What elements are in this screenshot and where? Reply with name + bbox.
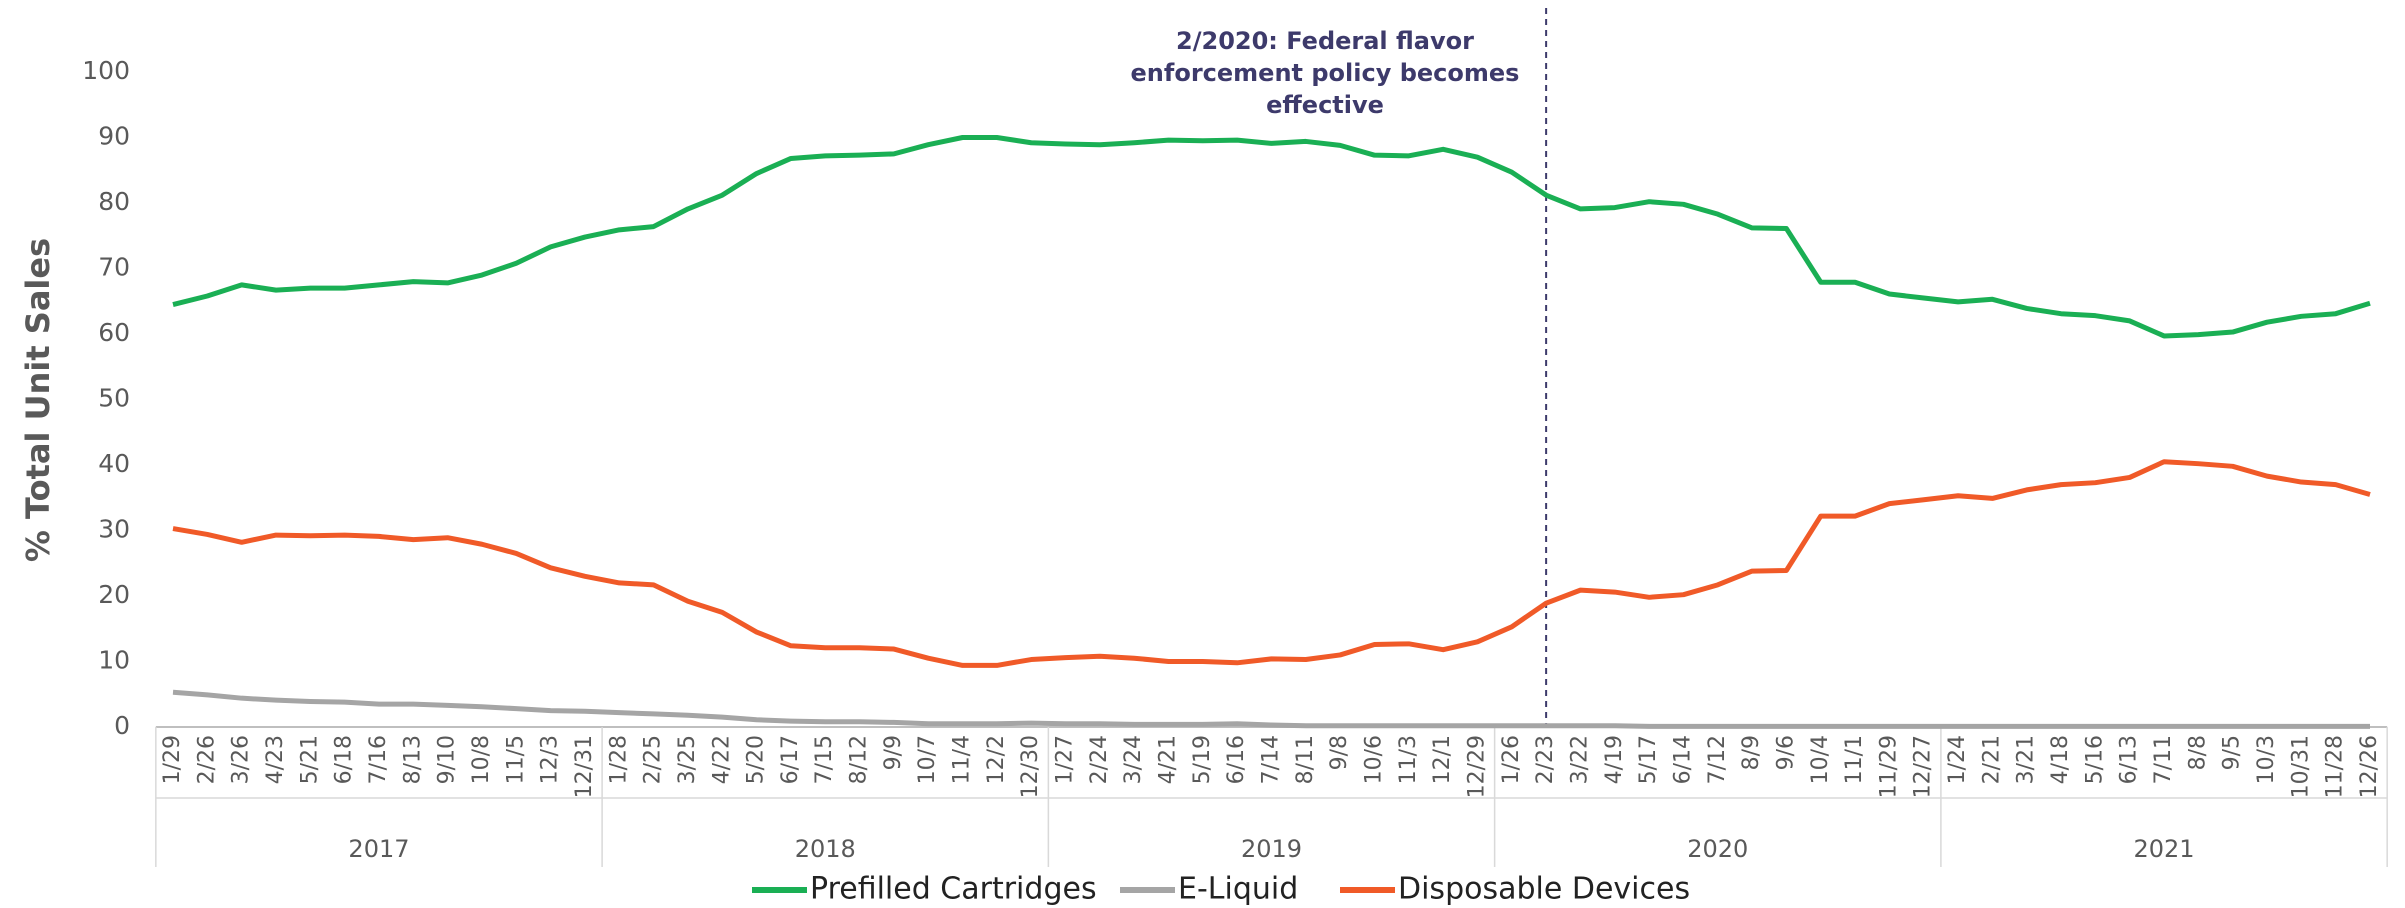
x-tick-label: 10/4 bbox=[1808, 735, 1833, 784]
x-tick-label: 9/8 bbox=[1327, 735, 1352, 770]
x-tick-label: 8/11 bbox=[1293, 735, 1318, 784]
x-tick-label: 10/31 bbox=[2288, 735, 2313, 798]
x-tick-label: 11/5 bbox=[503, 735, 528, 784]
x-tick-label: 1/24 bbox=[1945, 735, 1970, 784]
y-tick-label: 40 bbox=[98, 449, 130, 478]
y-tick-label: 100 bbox=[82, 56, 130, 85]
year-label: 2017 bbox=[348, 835, 409, 863]
x-tick-label: 11/29 bbox=[1876, 735, 1901, 798]
y-tick-label: 90 bbox=[98, 122, 130, 151]
y-tick-label: 70 bbox=[98, 253, 130, 282]
x-tick-label: 12/29 bbox=[1464, 735, 1489, 798]
x-tick-label: 12/30 bbox=[1018, 735, 1043, 798]
x-tick-label: 12/1 bbox=[1430, 735, 1455, 784]
x-tick-label: 10/7 bbox=[915, 735, 940, 784]
legend-label: Prefilled Cartridges bbox=[810, 872, 1097, 907]
x-tick-label: 11/3 bbox=[1396, 735, 1421, 784]
x-tick-label: 9/5 bbox=[2220, 735, 2245, 770]
x-tick-label: 2/26 bbox=[194, 735, 219, 784]
x-tick-label: 5/20 bbox=[744, 735, 769, 784]
year-label: 2021 bbox=[2133, 835, 2194, 863]
x-tick-label: 1/29 bbox=[160, 735, 185, 784]
series-line bbox=[172, 689, 2370, 729]
x-tick-label: 6/16 bbox=[1224, 735, 1249, 784]
x-tick-label: 6/18 bbox=[332, 735, 357, 784]
x-tick-label: 10/8 bbox=[469, 735, 494, 784]
x-tick-label: 6/13 bbox=[2117, 735, 2142, 784]
year-label: 2020 bbox=[1687, 835, 1748, 863]
x-tick-label: 12/26 bbox=[2357, 735, 2382, 798]
x-tick-label: 4/18 bbox=[2048, 735, 2073, 784]
x-tick-label: 1/28 bbox=[606, 735, 631, 784]
legend-label: Disposable Devices bbox=[1398, 872, 1690, 907]
x-tick-label: 3/26 bbox=[229, 735, 254, 784]
x-tick-label: 5/21 bbox=[297, 735, 322, 784]
y-tick-label: 80 bbox=[98, 187, 130, 216]
x-tick-label: 10/6 bbox=[1361, 735, 1386, 784]
x-tick-label: 7/16 bbox=[366, 735, 391, 784]
y-axis-label: % Total Unit Sales bbox=[19, 238, 57, 562]
y-tick-label: 0 bbox=[114, 711, 130, 740]
x-tick-label: 4/19 bbox=[1602, 735, 1627, 784]
x-tick-label: 5/16 bbox=[2082, 735, 2107, 784]
x-tick-label: 11/1 bbox=[1842, 735, 1867, 784]
x-tick-label: 1/26 bbox=[1499, 735, 1524, 784]
x-tick-label: 11/28 bbox=[2323, 735, 2348, 798]
x-tick-label: 7/14 bbox=[1259, 735, 1284, 784]
y-tick-label: 10 bbox=[98, 646, 130, 675]
annotation-text: 2/2020: Federal flavor bbox=[1176, 27, 1474, 55]
x-tick-label: 8/8 bbox=[2185, 735, 2210, 770]
x-tick-label: 3/21 bbox=[2014, 735, 2039, 784]
x-tick-label: 8/9 bbox=[1739, 735, 1764, 770]
x-tick-label: 12/2 bbox=[984, 735, 1009, 784]
x-tick-label: 3/24 bbox=[1121, 735, 1146, 784]
x-tick-label: 3/25 bbox=[675, 735, 700, 784]
x-tick-label: 9/6 bbox=[1773, 735, 1798, 770]
x-tick-label: 2/24 bbox=[1087, 735, 1112, 784]
x-tick-label: 4/23 bbox=[263, 735, 288, 784]
x-tick-label: 7/11 bbox=[2151, 735, 2176, 784]
x-tick-label: 12/27 bbox=[1911, 735, 1936, 798]
y-tick-label: 50 bbox=[98, 384, 130, 413]
x-tick-label: 2/23 bbox=[1533, 735, 1558, 784]
x-tick-label: 8/13 bbox=[400, 735, 425, 784]
y-tick-label: 60 bbox=[98, 318, 130, 347]
x-tick-label: 5/17 bbox=[1636, 735, 1661, 784]
x-tick-label: 7/12 bbox=[1705, 735, 1730, 784]
x-tick-label: 2/21 bbox=[1979, 735, 2004, 784]
y-tick-label: 30 bbox=[98, 515, 130, 544]
x-tick-label: 6/17 bbox=[778, 735, 803, 784]
x-tick-label: 7/15 bbox=[812, 735, 837, 784]
x-tick-label: 12/3 bbox=[538, 735, 563, 784]
x-tick-label: 3/22 bbox=[1567, 735, 1592, 784]
x-tick-label: 4/21 bbox=[1156, 735, 1181, 784]
year-label: 2018 bbox=[795, 835, 856, 863]
series-line bbox=[172, 135, 2371, 339]
year-label: 2019 bbox=[1241, 835, 1302, 863]
x-tick-label: 9/9 bbox=[881, 735, 906, 770]
annotation-text: effective bbox=[1266, 91, 1384, 119]
x-tick-label: 11/4 bbox=[950, 735, 975, 784]
x-tick-label: 9/10 bbox=[435, 735, 460, 784]
x-tick-label: 4/22 bbox=[709, 735, 734, 784]
legend-label: E-Liquid bbox=[1178, 872, 1298, 907]
series-line bbox=[172, 459, 2371, 668]
y-tick-label: 20 bbox=[98, 580, 130, 609]
x-tick-label: 5/19 bbox=[1190, 735, 1215, 784]
x-tick-label: 8/12 bbox=[847, 735, 872, 784]
x-tick-label: 12/31 bbox=[572, 735, 597, 798]
x-tick-label: 6/14 bbox=[1670, 735, 1695, 784]
x-tick-label: 1/27 bbox=[1053, 735, 1078, 784]
x-tick-label: 10/3 bbox=[2254, 735, 2279, 784]
x-tick-label: 2/25 bbox=[641, 735, 666, 784]
annotation-text: enforcement policy becomes bbox=[1131, 59, 1520, 87]
